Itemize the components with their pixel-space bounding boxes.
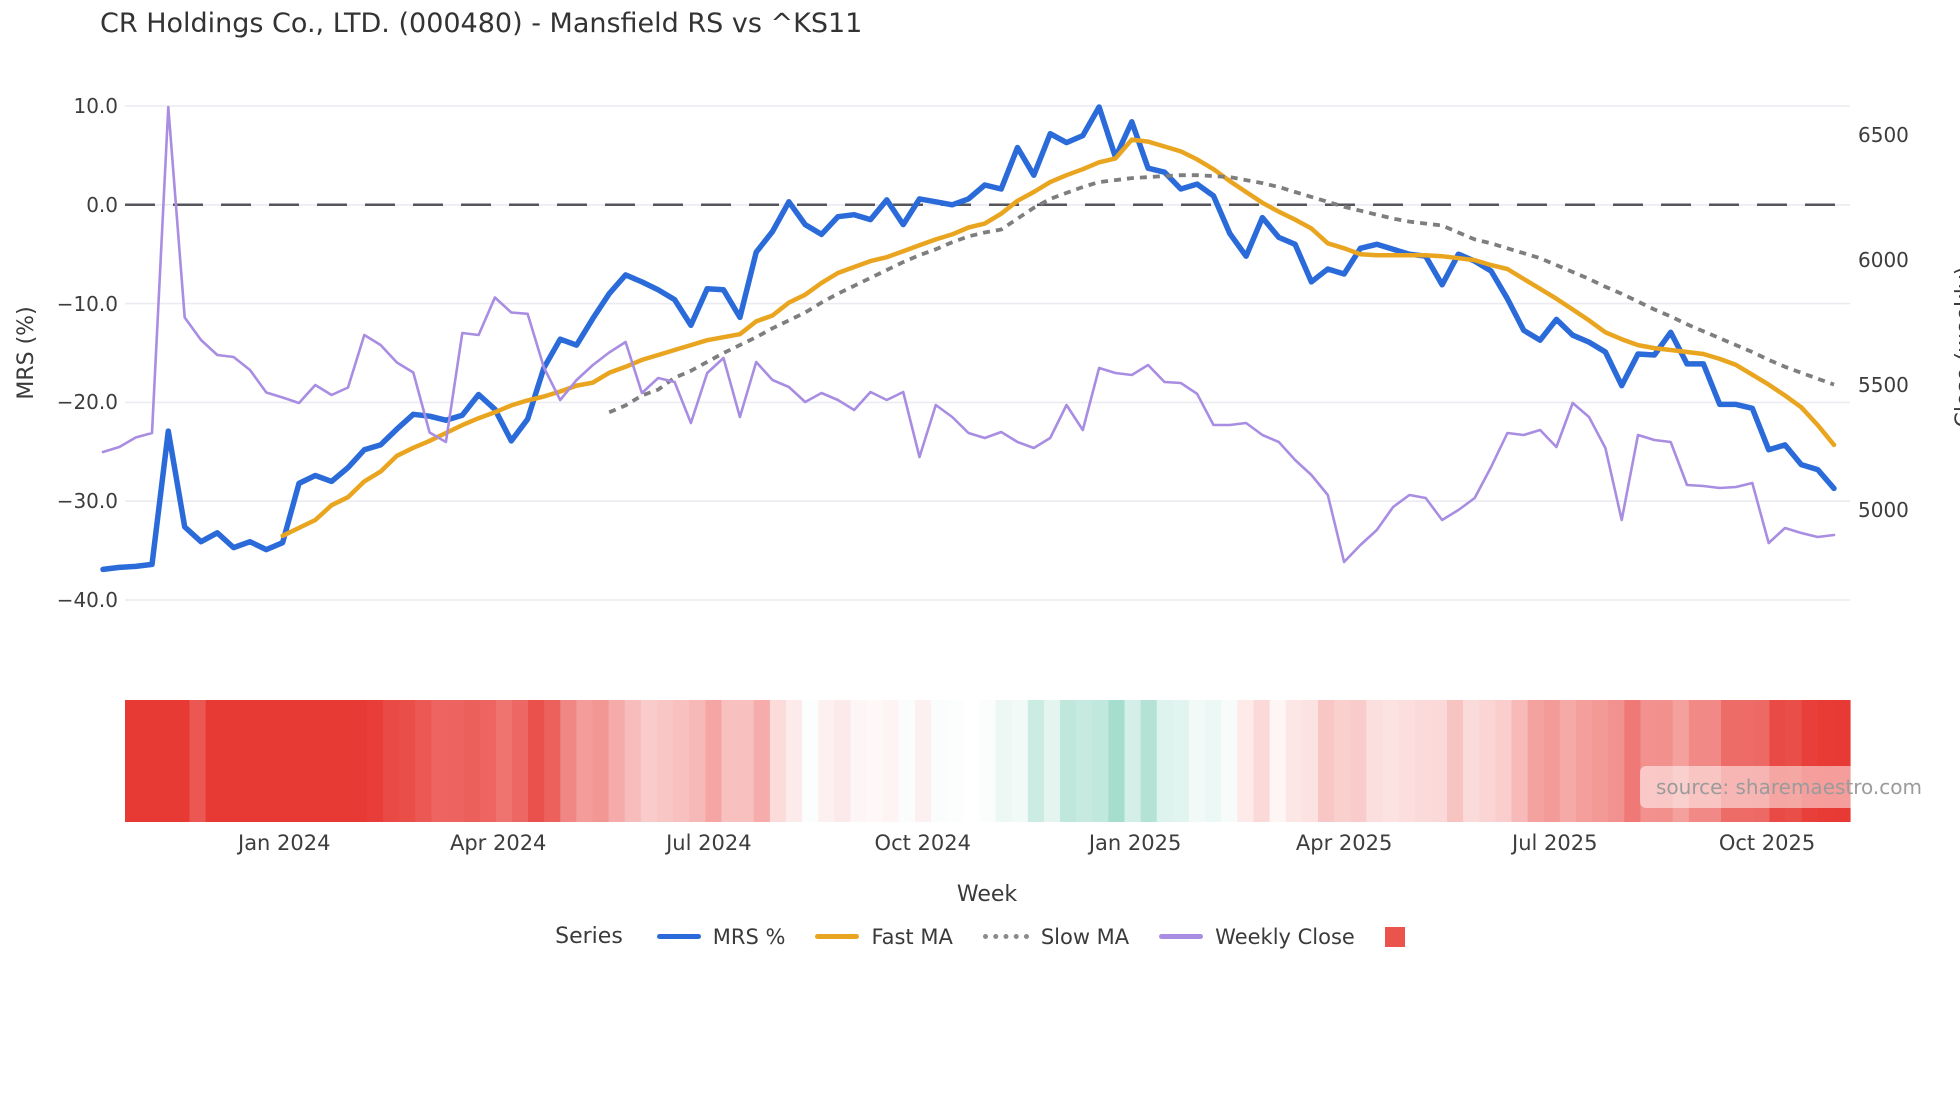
legend-title: Series — [555, 924, 623, 949]
x-axis-title: Week — [956, 882, 1018, 907]
legend-label: Weekly Close — [1215, 924, 1355, 949]
chart-title: CR Holdings Co., LTD. (000480) - Mansfie… — [100, 8, 863, 39]
legend-item: MRS % — [656, 924, 786, 949]
x-tick-label: Jan 2025 — [1088, 831, 1182, 855]
legend-label: Fast MA — [871, 924, 953, 949]
source-watermark: source: sharemaestro.com — [1640, 766, 1938, 808]
right-tick-label: 5000 — [1858, 498, 1909, 522]
legend-item: Weekly Close — [1159, 925, 1355, 949]
legend-label: MRS % — [712, 924, 786, 949]
legend: Series MRS % Fast MA Slow MA Weekly Close — [0, 924, 1960, 949]
right-tick-label: 6000 — [1858, 248, 1909, 272]
left-tick-label: 10.0 — [73, 94, 118, 118]
x-tick-label: Apr 2025 — [1295, 831, 1393, 855]
x-tick-label: Oct 2024 — [874, 831, 971, 855]
source-label: source: sharemaestro.com — [1656, 775, 1922, 799]
x-tick-label: Apr 2024 — [449, 831, 547, 855]
left-tick-label: 0.0 — [86, 192, 118, 217]
x-tick-label: Jul 2025 — [1512, 831, 1598, 855]
x-tick-label: Jul 2024 — [666, 831, 752, 855]
legend-swatch-fast-ma — [815, 934, 860, 939]
legend-swatch-heatmap — [1384, 926, 1405, 947]
legend-item — [1384, 926, 1405, 947]
right-tick-label: 6500 — [1858, 123, 1909, 147]
right-tick-label: 5500 — [1858, 373, 1909, 397]
legend-swatch-mrs- — [656, 934, 701, 939]
legend-item: Fast MA — [815, 924, 953, 949]
legend-swatch-weekly-close — [1159, 934, 1204, 939]
left-tick-label: −40.0 — [56, 588, 118, 612]
x-tick-label: Jan 2024 — [238, 831, 331, 855]
legend-label: Slow MA — [1040, 924, 1130, 949]
legend-item: Slow MA — [982, 924, 1130, 949]
left-tick-label: −20.0 — [56, 390, 118, 415]
left-tick-label: −10.0 — [56, 291, 118, 316]
left-tick-label: −30.0 — [56, 489, 118, 514]
x-tick-label: Oct 2025 — [1718, 831, 1816, 855]
legend-swatch-slow-ma — [982, 934, 1029, 939]
